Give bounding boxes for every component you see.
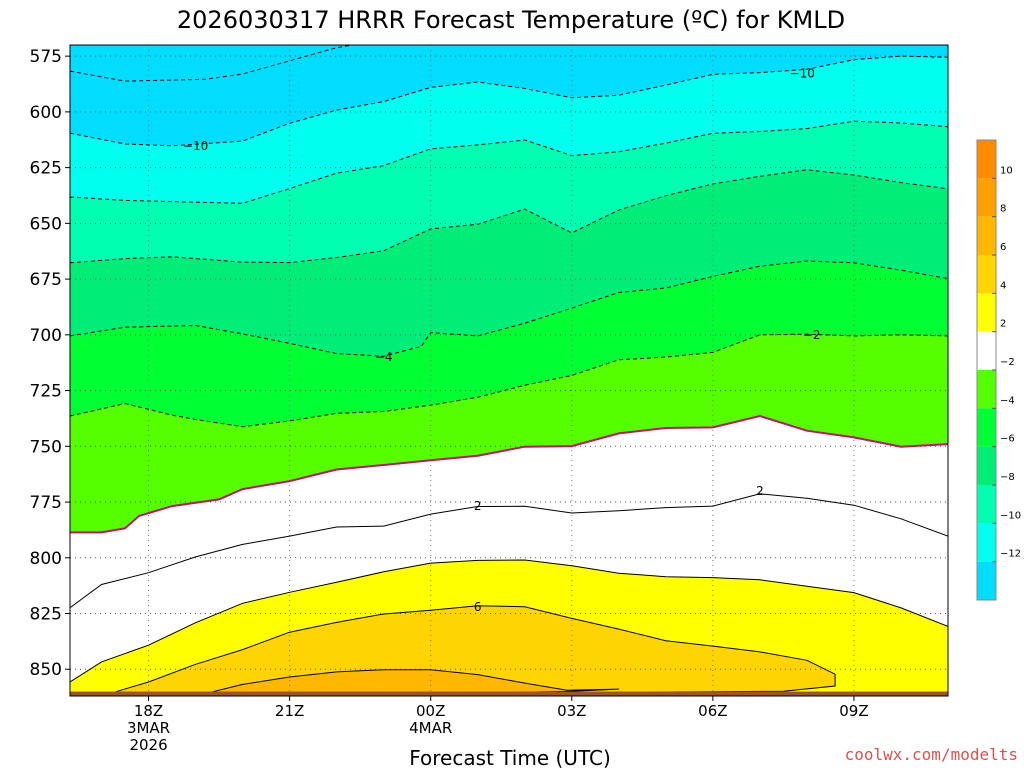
colorbar-label: 10 (1000, 165, 1013, 176)
y-tick-label: 675 (30, 270, 62, 290)
y-tick-label: 700 (30, 326, 62, 346)
colorbar-label: −4 (1000, 395, 1015, 406)
colorbar-swatch (977, 216, 996, 255)
y-tick-label: 625 (30, 159, 62, 179)
y-tick-label: 600 (30, 103, 62, 123)
colorbar-label: 8 (1000, 204, 1006, 215)
y-tick-label: 775 (30, 493, 62, 513)
fill-band-8 (195, 669, 619, 696)
colorbar-swatch (977, 408, 996, 447)
x-axis-label: Forecast Time (UTC) (409, 746, 611, 768)
y-tick-label: 650 (30, 214, 62, 234)
y-tick-label: 725 (30, 382, 62, 402)
isotherm-2 (70, 493, 948, 609)
y-tick-label: 825 (30, 605, 62, 625)
contour-label: −10 (790, 66, 815, 80)
x-tick-label: 18Z (134, 702, 163, 720)
x-tick-label: 03Z (557, 702, 586, 720)
x-tick-label: 4MAR (409, 719, 452, 737)
colorbar-swatch (977, 485, 996, 524)
colorbar-swatch (977, 140, 996, 179)
colorbar-label: −8 (1000, 472, 1015, 483)
ground-surface (70, 691, 948, 696)
colorbar: 10 8 6 4 2 −2 −4 −6 −8 −10 −12 (976, 139, 1021, 601)
isotherm-minus8 (70, 120, 948, 204)
y-tick-label: 575 (30, 47, 62, 67)
isotherm-lines: −10 −10 −4 −2 2 2 6 (70, 45, 948, 696)
colorbar-label: 2 (1000, 319, 1006, 330)
isotherm-minus4 (70, 260, 948, 357)
colorbar-label: −10 (1000, 510, 1021, 521)
temperature-fill (70, 45, 948, 696)
colorbar-swatch (977, 331, 996, 370)
colorbar-swatch (977, 446, 996, 485)
x-tick-label: 09Z (839, 702, 868, 720)
x-tick-label: 06Z (698, 702, 727, 720)
fill-band-6 (101, 605, 836, 696)
colorbar-label: −6 (1000, 434, 1015, 445)
plot-frame (69, 44, 949, 697)
colorbar-swatch (977, 370, 996, 409)
x-tick-label: 2026 (129, 736, 167, 754)
chart-title: 2026030317 HRRR Forecast Temperature (ºC… (177, 6, 845, 34)
isotherm-0 (70, 414, 948, 534)
ground-strip (70, 691, 948, 696)
plot-area: −10 −10 −4 −2 2 2 6 (69, 44, 949, 697)
isotherm-4 (70, 559, 948, 683)
colorbar-swatch (977, 178, 996, 217)
contour-label: 2 (756, 484, 764, 498)
colorbar-swatch (977, 293, 996, 332)
pressure-axis: 575 600 625 650 675 700 725 750 775 800 825 850 (30, 47, 70, 680)
colorbar-label: −12 (1000, 549, 1021, 560)
x-tick-label: 21Z (275, 702, 304, 720)
contour-label: −10 (183, 139, 208, 153)
y-tick-label: 850 (30, 660, 62, 680)
y-tick-label: 800 (30, 549, 62, 569)
isotherm-minus10 (70, 55, 948, 147)
colorbar-swatch (977, 561, 996, 600)
contour-label: −4 (375, 350, 393, 364)
contour-label: 2 (474, 499, 482, 513)
isotherm-minus6 (70, 169, 948, 264)
x-tick-label: 3MAR (127, 719, 170, 737)
isotherm-minus2 (70, 333, 948, 428)
colorbar-label: 4 (1000, 280, 1006, 291)
y-tick-label: 750 (30, 437, 62, 457)
colorbar-swatch (977, 255, 996, 294)
contour-label: −2 (803, 328, 821, 342)
x-tick-label: 00Z (416, 702, 445, 720)
contour-label: 6 (474, 600, 482, 614)
credit-text: coolwx.com/modelts (845, 745, 1018, 764)
grid-lines (70, 45, 948, 696)
colorbar-label: −2 (1000, 357, 1015, 368)
colorbar-swatch (977, 523, 996, 562)
colorbar-label: 6 (1000, 242, 1006, 253)
